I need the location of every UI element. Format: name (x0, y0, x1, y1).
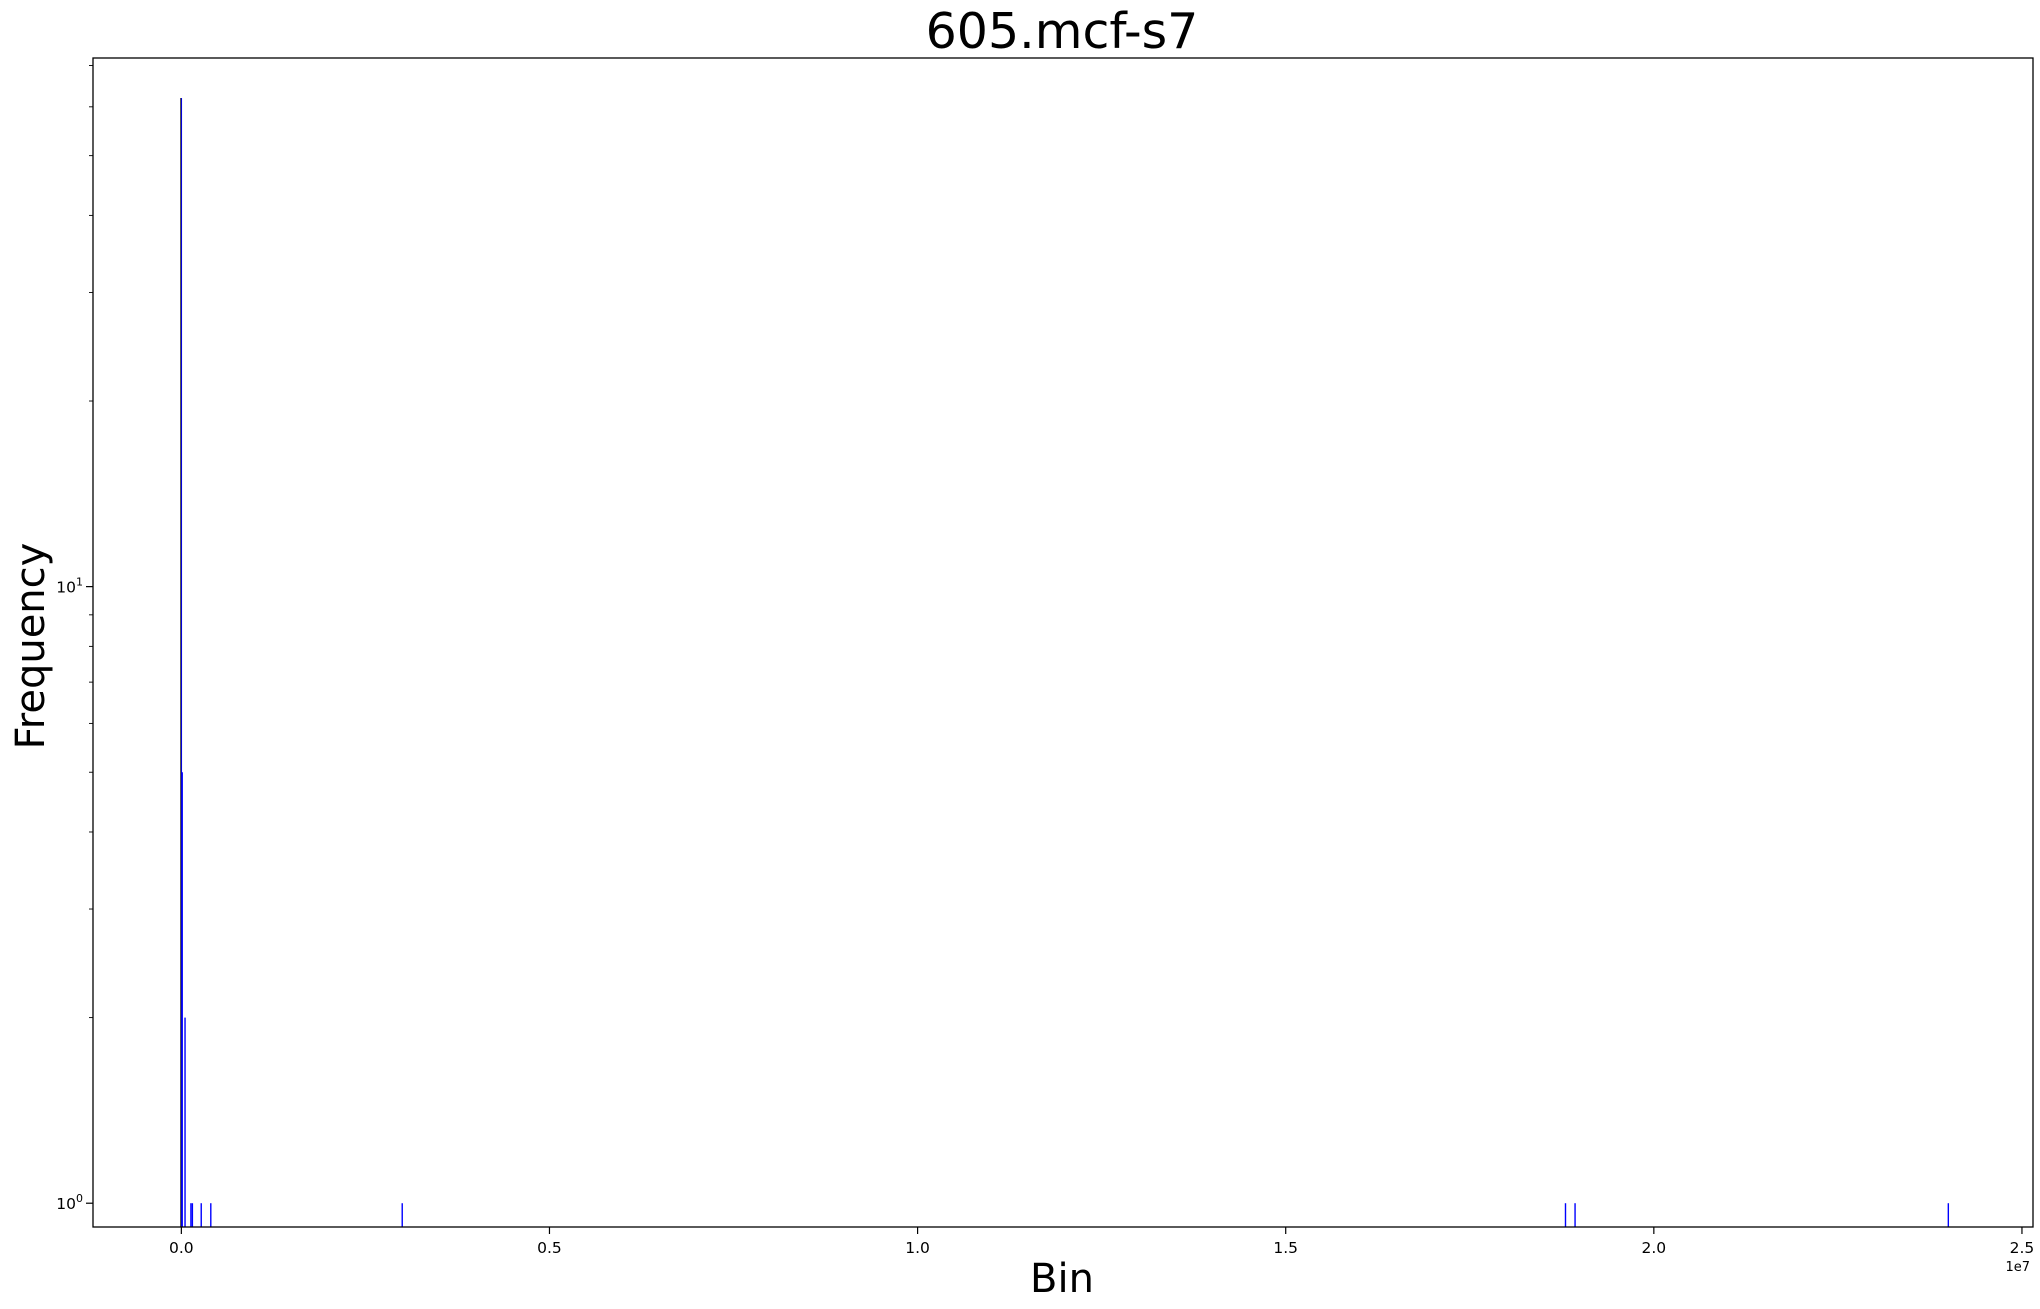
histogram-bar (191, 1203, 194, 1227)
histogram-bar (190, 1203, 192, 1227)
histogram-bar (401, 1203, 403, 1227)
bars-layer (180, 98, 1950, 1227)
x-tick-label: 2.5 (2010, 1239, 2035, 1257)
chart-title: 605.mcf-s7 (926, 3, 1199, 60)
histogram-bar (1564, 1203, 1567, 1227)
x-tick-label: 0.0 (169, 1239, 194, 1257)
y-tick-label: 100 (56, 1192, 83, 1213)
histogram-bar (184, 1017, 186, 1227)
x-tick-label: 2.0 (1642, 1239, 1667, 1257)
histogram-bar (1574, 1203, 1576, 1227)
x-tick-label: 1.0 (905, 1239, 930, 1257)
x-tick-label: 0.5 (537, 1239, 562, 1257)
x-axis-label: Bin (1030, 1256, 1094, 1302)
ticks-layer: 0.0 0.5 1.0 1.5 2.0 2.5 100 101 (56, 65, 2035, 1257)
y-axis-label: Frequency (8, 543, 54, 750)
histogram-bar (200, 1203, 202, 1227)
x-axis-offset-label: 1e7 (2005, 1260, 2030, 1275)
plot-frame (92, 57, 2034, 1228)
histogram-bar (210, 1203, 212, 1227)
histogram-bar (180, 98, 183, 1227)
histogram-bar (181, 772, 183, 1227)
x-tick-label: 1.5 (1273, 1239, 1298, 1257)
y-tick-label: 101 (56, 576, 83, 597)
histogram-bar (1947, 1203, 1950, 1227)
